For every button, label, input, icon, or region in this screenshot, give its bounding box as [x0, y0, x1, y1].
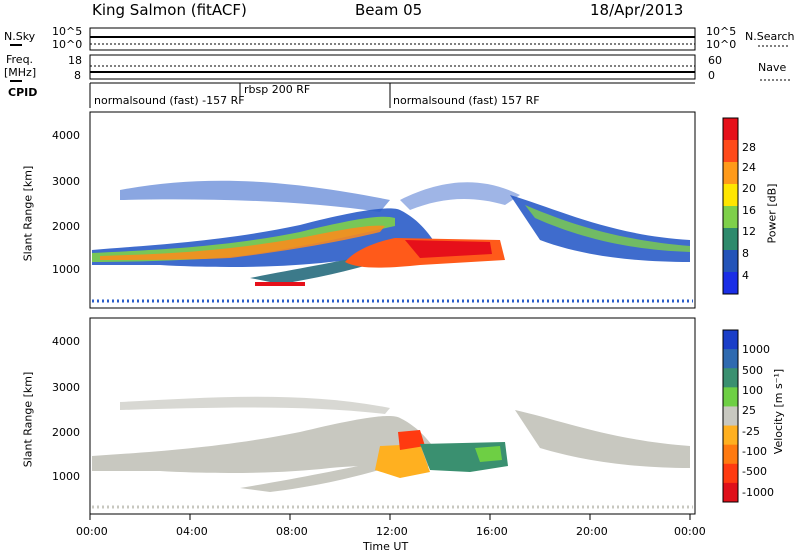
velocity-cb-tick-m500: -500	[742, 465, 767, 478]
velocity-ytick-4000: 4000	[52, 335, 80, 348]
velocity-colorbar-swatch	[723, 330, 738, 350]
freq-unit-label: [MHz]	[4, 66, 37, 79]
power-cb-tick-28: 28	[742, 141, 756, 154]
nsky-strip-frame	[89, 27, 696, 51]
velocity-colorbar-swatch	[723, 463, 738, 484]
velocity-colorbar	[722, 329, 739, 503]
power-cb-tick-16: 16	[742, 204, 756, 217]
velocity-colorbar-swatch	[723, 387, 738, 407]
nave-bottom-tick: 0	[708, 69, 715, 82]
velocity-cb-tick-1000: 1000	[742, 343, 770, 356]
velocity-cb-tick-m25: -25	[742, 425, 760, 438]
time-tick-8: 08:00	[276, 525, 308, 538]
time-axis-ticks	[89, 514, 691, 520]
power-colorbar-frame	[722, 117, 739, 295]
freq-strip-frame	[89, 54, 696, 80]
nave-label: Nave	[758, 61, 787, 74]
power-right-green	[525, 205, 690, 252]
power-redline	[255, 282, 305, 286]
nsky-top-tick: 10^5	[52, 25, 83, 38]
power-upper-scatter	[120, 180, 390, 212]
velocity-cb-tick-100: 100	[742, 384, 763, 397]
velocity-ytick-1000: 1000	[52, 470, 80, 483]
velocity-panel-frame	[89, 317, 696, 515]
velocity-colorbar-swatch	[723, 349, 738, 369]
velocity-colorbar-swatch	[723, 368, 738, 388]
nsky-label: N.Sky	[4, 30, 36, 43]
nsearch-label: N.Search	[745, 30, 795, 43]
nave-top-tick: 60	[708, 54, 722, 67]
time-tick-0: 00:00	[76, 525, 108, 538]
power-hotspot-core	[405, 240, 492, 258]
nsearch-bottom-tick: 10^0	[706, 38, 737, 51]
velocity-upper-band	[120, 396, 390, 414]
time-axis-label: Time UT	[363, 540, 409, 553]
power-band-mid	[92, 216, 395, 262]
power-cb-tick-4: 4	[742, 269, 749, 282]
velocity-red-region	[398, 430, 425, 450]
velocity-green-bright	[475, 446, 502, 462]
power-band-core	[100, 225, 385, 260]
power-ytick-4000: 4000	[52, 129, 80, 142]
freq-bottom-tick: 8	[74, 69, 81, 82]
power-colorbar-swatch	[723, 228, 738, 251]
time-tick-20: 20:00	[576, 525, 608, 538]
time-tick-16: 16:00	[476, 525, 508, 538]
cpid-label: CPID	[8, 86, 38, 99]
station-title: King Salmon (fitACF)	[92, 1, 247, 19]
velocity-lower-layer	[240, 458, 400, 492]
power-colorbar-swatch	[723, 162, 738, 185]
velocity-colorbar-swatch	[723, 406, 738, 427]
freq-label: Freq.	[6, 53, 34, 66]
velocity-colorbar-frame	[722, 329, 739, 503]
velocity-ytick-3000: 3000	[52, 381, 80, 394]
power-ytick-3000: 3000	[52, 175, 80, 188]
power-cb-tick-8: 8	[742, 247, 749, 260]
nsky-bottom-tick: 10^0	[52, 38, 83, 51]
velocity-colorbar-swatch	[723, 482, 738, 503]
freq-top-tick: 18	[68, 54, 82, 67]
power-colorbar-swatch	[723, 206, 738, 229]
time-tick-24: 00:00	[674, 525, 706, 538]
power-panel	[89, 111, 696, 309]
date-title: 18/Apr/2013	[590, 1, 684, 19]
velocity-cb-tick-500: 500	[742, 364, 763, 377]
cpid-segment-1: normalsound (fast) -157 RF	[94, 94, 245, 107]
power-colorbar	[722, 117, 739, 295]
velocity-orange-region	[375, 444, 430, 478]
velocity-cb-tick-m100: -100	[742, 445, 767, 458]
velocity-cb-tick-25: 25	[742, 404, 756, 417]
nsearch-top-tick: 10^5	[706, 25, 737, 38]
power-cb-tick-12: 12	[742, 225, 756, 238]
velocity-colorbar-swatch	[723, 444, 738, 465]
velocity-band-main	[92, 415, 440, 473]
beam-title: Beam 05	[355, 1, 423, 19]
power-colorbar-swatch	[723, 184, 738, 207]
time-tick-4: 04:00	[176, 525, 208, 538]
cpid-segment-2: rbsp 200 RF	[244, 83, 311, 96]
power-colorbar-swatch	[723, 272, 738, 295]
power-cb-tick-24: 24	[742, 161, 756, 174]
cpid-segment-3: normalsound (fast) 157 RF	[393, 94, 540, 107]
power-colorbar-swatch	[723, 250, 738, 273]
power-cb-tick-20: 20	[742, 182, 756, 195]
time-tick-12: 12:00	[376, 525, 408, 538]
power-colorbar-swatch	[723, 118, 738, 141]
power-upper-right-scatter	[400, 182, 520, 210]
power-ytick-2000: 2000	[52, 220, 80, 233]
velocity-ytick-2000: 2000	[52, 426, 80, 439]
velocity-cb-tick-m1000: -1000	[742, 486, 774, 499]
power-colorbar-swatch	[723, 140, 738, 163]
velocity-panel	[89, 317, 696, 515]
power-ytick-1000: 1000	[52, 263, 80, 276]
velocity-colorbar-swatch	[723, 425, 738, 446]
velocity-right-band	[515, 410, 690, 468]
